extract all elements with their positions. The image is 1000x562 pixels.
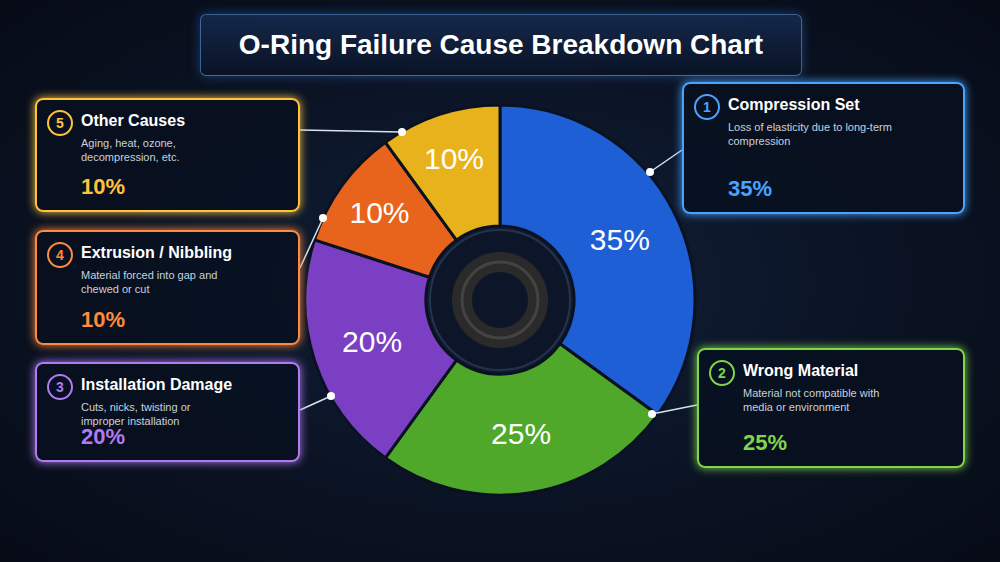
html-text:25%: 25% (743, 430, 787, 455)
html-text:Other Causes: Other Causes (81, 112, 185, 129)
html-text:10%: 10% (81, 307, 125, 332)
html-text:Installation Damage: Installation Damage (81, 376, 233, 393)
svg-text:10%: 10% (349, 196, 409, 229)
html-text:Cuts, nicks, twisting or impro: Cuts, nicks, twisting or improper instal… (81, 401, 191, 427)
html-text:Wrong Material: Wrong Material (743, 362, 859, 379)
html-text:35%: 35% (728, 176, 772, 201)
svg-text:20%: 20% (342, 325, 402, 358)
html-text:Material not compatible with m: Material not compatible with media or en… (743, 387, 880, 413)
html-text:4: 4 (56, 247, 64, 263)
html-text:Aging, heat, ozone, decompress: Aging, heat, ozone, decompression, etc. (81, 137, 180, 163)
html-text:2: 2 (718, 365, 726, 381)
html-text:10%: 10% (81, 174, 125, 199)
html-text:O-Ring Failure Cause Breakdown: O-Ring Failure Cause Breakdown Chart (238, 29, 764, 60)
html-text:Extrusion / Nibbling: Extrusion / Nibbling (81, 244, 233, 261)
svg-text:25%: 25% (491, 417, 551, 450)
html-text:20%: 20% (81, 424, 125, 449)
html-text:5: 5 (56, 115, 64, 131)
html-text:Loss of elasticity due to long: Loss of elasticity due to long-term comp… (728, 121, 892, 147)
svg-text:35%: 35% (590, 223, 650, 256)
svg-text:10%: 10% (424, 142, 484, 175)
html-text:1: 1 (703, 99, 711, 115)
html-text:Material forced into gap and c: Material forced into gap and chewed or c… (81, 269, 218, 295)
html-text:Compression Set: Compression Set (728, 96, 860, 113)
html-text:3: 3 (56, 379, 64, 395)
